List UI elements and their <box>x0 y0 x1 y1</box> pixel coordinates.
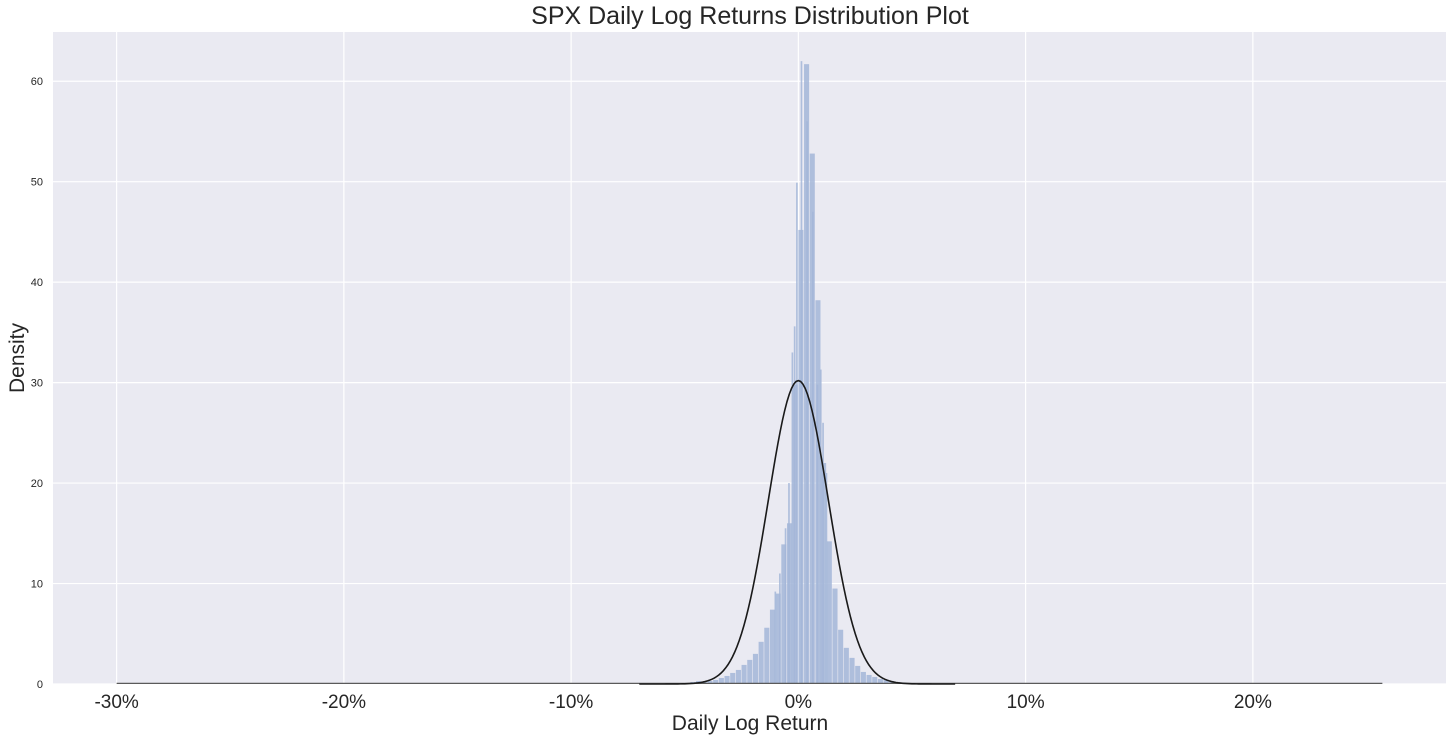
histogram-bar <box>838 629 844 684</box>
x-tick-label: -10% <box>549 692 593 713</box>
histogram-bar <box>843 647 849 684</box>
y-axis-label: Density <box>6 322 29 393</box>
histogram-bar <box>866 674 872 684</box>
y-tick-label: 40 <box>31 277 43 289</box>
histogram-bar <box>718 677 724 684</box>
histogram-bar <box>781 544 787 684</box>
histogram-bar <box>889 680 895 684</box>
plot-area <box>53 32 1446 684</box>
histogram-bar <box>774 591 777 684</box>
histogram-bar <box>806 121 808 685</box>
histogram-bar <box>860 671 866 684</box>
histogram-bar <box>779 573 781 684</box>
histogram-bar <box>707 680 713 684</box>
x-tick-label: 10% <box>1007 692 1045 713</box>
histogram-bar <box>747 659 753 684</box>
histogram-bar <box>849 657 855 684</box>
x-tick-label: 0% <box>785 692 813 713</box>
y-tick-label: 60 <box>31 76 43 88</box>
histogram-bar <box>793 326 796 684</box>
histogram-bar <box>764 627 770 684</box>
histogram-bar <box>741 664 747 684</box>
histogram-bar <box>724 675 730 684</box>
histogram-bar <box>713 679 719 684</box>
histogram-bar <box>826 541 832 684</box>
histogram-bar <box>816 384 819 684</box>
histogram-bar <box>822 422 824 684</box>
y-tick-label: 20 <box>31 478 43 490</box>
x-axis-label: Daily Log Return <box>672 712 828 735</box>
y-tick-label: 10 <box>31 579 43 591</box>
histogram-bar <box>791 352 794 684</box>
histogram-bar <box>883 679 889 684</box>
x-tick-label: 20% <box>1234 692 1272 713</box>
histogram-bar <box>877 678 883 684</box>
histogram-bar <box>796 182 798 685</box>
histogram-bar <box>855 665 861 684</box>
histogram-bars <box>633 61 963 685</box>
histogram-bar <box>730 672 736 684</box>
histogram-bar <box>832 588 838 684</box>
histogram-bar <box>758 641 764 684</box>
histogram-bar <box>784 528 787 684</box>
histogram-bar <box>811 211 814 684</box>
x-tick-label: -30% <box>94 692 138 713</box>
histogram-bar <box>800 61 803 685</box>
grid <box>53 32 1446 685</box>
histogram-bar <box>769 609 776 684</box>
chart-title: SPX Daily Log Returns Distribution Plot <box>531 2 969 30</box>
y-tick-label: 0 <box>37 679 43 691</box>
fitted-normal-curve <box>639 379 956 685</box>
y-tick-labels: 0 10 20 30 40 50 60 <box>31 76 43 691</box>
histogram-bar <box>788 483 790 684</box>
histogram-bar <box>752 653 758 684</box>
y-tick-label: 30 <box>31 378 43 390</box>
normal-fit-line <box>639 379 956 685</box>
histogram-bar <box>735 669 741 684</box>
histogram-bar <box>775 593 781 684</box>
histogram-bar <box>819 369 822 684</box>
histogram-bar <box>825 473 828 684</box>
x-tick-label: -20% <box>322 692 366 713</box>
x-tick-labels: -30% -20% -10% 0% 10% 20% <box>94 692 1272 713</box>
histogram-bar <box>872 676 878 684</box>
y-tick-label: 50 <box>31 177 43 189</box>
